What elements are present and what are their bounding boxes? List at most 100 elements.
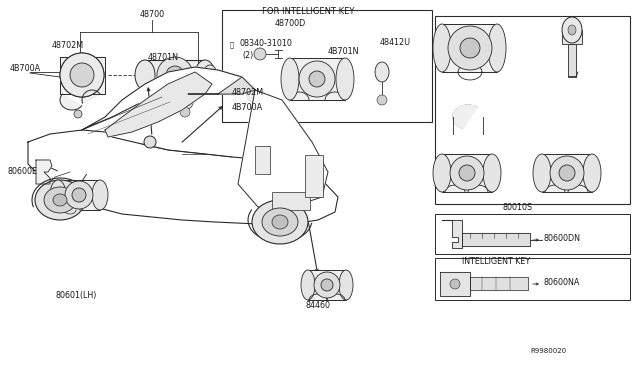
Polygon shape xyxy=(36,160,52,184)
Ellipse shape xyxy=(309,71,325,87)
Text: 80010S: 80010S xyxy=(503,203,533,212)
Bar xyxy=(58,180,100,210)
Ellipse shape xyxy=(533,154,551,192)
Ellipse shape xyxy=(583,154,601,192)
Polygon shape xyxy=(442,220,462,248)
Polygon shape xyxy=(137,86,154,94)
Ellipse shape xyxy=(460,38,480,58)
Text: Ⓢ: Ⓢ xyxy=(230,41,234,48)
Ellipse shape xyxy=(255,105,265,119)
Ellipse shape xyxy=(254,48,266,60)
Ellipse shape xyxy=(74,110,82,118)
Ellipse shape xyxy=(166,66,184,84)
Ellipse shape xyxy=(314,272,340,298)
Text: 48700: 48700 xyxy=(140,10,164,19)
Ellipse shape xyxy=(35,180,85,220)
Ellipse shape xyxy=(336,58,354,100)
Ellipse shape xyxy=(377,95,387,105)
Polygon shape xyxy=(60,94,82,110)
Ellipse shape xyxy=(195,60,215,90)
Bar xyxy=(435,214,630,254)
Text: 4B701N: 4B701N xyxy=(328,47,360,56)
Ellipse shape xyxy=(433,24,451,72)
Ellipse shape xyxy=(559,165,575,181)
Ellipse shape xyxy=(299,61,335,97)
Text: 80600DN: 80600DN xyxy=(544,234,581,243)
Text: FOR INTELLIGENT KEY: FOR INTELLIGENT KEY xyxy=(262,7,355,16)
Polygon shape xyxy=(470,277,528,290)
Polygon shape xyxy=(28,130,338,224)
Bar xyxy=(442,24,497,72)
Ellipse shape xyxy=(448,26,492,70)
Text: 84460: 84460 xyxy=(305,301,330,310)
Ellipse shape xyxy=(70,63,94,87)
Ellipse shape xyxy=(375,62,389,82)
Ellipse shape xyxy=(157,57,193,93)
Ellipse shape xyxy=(568,25,576,35)
Polygon shape xyxy=(60,57,105,94)
Bar xyxy=(222,10,432,122)
Bar xyxy=(308,270,346,300)
Ellipse shape xyxy=(53,194,67,206)
Ellipse shape xyxy=(70,63,94,87)
Polygon shape xyxy=(247,86,273,104)
Ellipse shape xyxy=(252,200,308,244)
Text: 48702M: 48702M xyxy=(232,88,264,97)
Ellipse shape xyxy=(281,58,299,100)
Ellipse shape xyxy=(562,17,582,43)
Ellipse shape xyxy=(92,180,108,210)
Text: INTELLIGENT KEY: INTELLIGENT KEY xyxy=(462,257,530,266)
Ellipse shape xyxy=(272,215,288,229)
Ellipse shape xyxy=(339,270,353,300)
Polygon shape xyxy=(453,105,477,128)
Text: 08340-31010: 08340-31010 xyxy=(240,39,293,48)
Text: 4B700A: 4B700A xyxy=(10,64,41,73)
Ellipse shape xyxy=(262,208,298,236)
Ellipse shape xyxy=(450,156,484,190)
Text: R9980020: R9980020 xyxy=(530,348,566,354)
Ellipse shape xyxy=(550,156,584,190)
Bar xyxy=(255,146,270,174)
Text: 80600E: 80600E xyxy=(8,167,38,176)
Ellipse shape xyxy=(60,53,104,97)
Bar xyxy=(435,16,630,204)
Ellipse shape xyxy=(459,165,475,181)
Ellipse shape xyxy=(180,107,190,117)
Ellipse shape xyxy=(65,181,93,209)
Polygon shape xyxy=(440,272,470,296)
Bar xyxy=(568,44,576,77)
Text: 48702M: 48702M xyxy=(52,41,84,50)
Bar xyxy=(272,192,310,210)
Ellipse shape xyxy=(450,279,460,289)
Ellipse shape xyxy=(483,154,501,192)
Polygon shape xyxy=(205,86,223,94)
Ellipse shape xyxy=(60,53,104,97)
Polygon shape xyxy=(82,90,100,103)
Ellipse shape xyxy=(301,270,315,300)
Ellipse shape xyxy=(203,65,217,85)
Text: 48701N: 48701N xyxy=(148,53,179,62)
Text: 80600NA: 80600NA xyxy=(544,278,580,287)
Text: 80601(LH): 80601(LH) xyxy=(55,291,97,300)
Ellipse shape xyxy=(177,94,193,110)
Text: 48412U: 48412U xyxy=(380,38,411,47)
Text: 4B700A: 4B700A xyxy=(232,103,263,112)
Ellipse shape xyxy=(144,136,156,148)
Polygon shape xyxy=(188,77,255,94)
Bar xyxy=(435,258,630,300)
Ellipse shape xyxy=(50,180,66,210)
Polygon shape xyxy=(105,72,212,137)
Polygon shape xyxy=(462,233,530,246)
Text: 48700D: 48700D xyxy=(275,19,306,28)
Ellipse shape xyxy=(72,188,86,202)
Text: (2): (2) xyxy=(242,51,253,60)
Ellipse shape xyxy=(135,60,155,90)
Bar xyxy=(442,154,492,192)
Ellipse shape xyxy=(256,118,264,126)
Bar xyxy=(290,58,345,100)
Bar xyxy=(562,30,582,44)
Bar xyxy=(542,154,592,192)
Ellipse shape xyxy=(44,187,76,213)
Ellipse shape xyxy=(433,154,451,192)
Bar xyxy=(145,60,205,90)
